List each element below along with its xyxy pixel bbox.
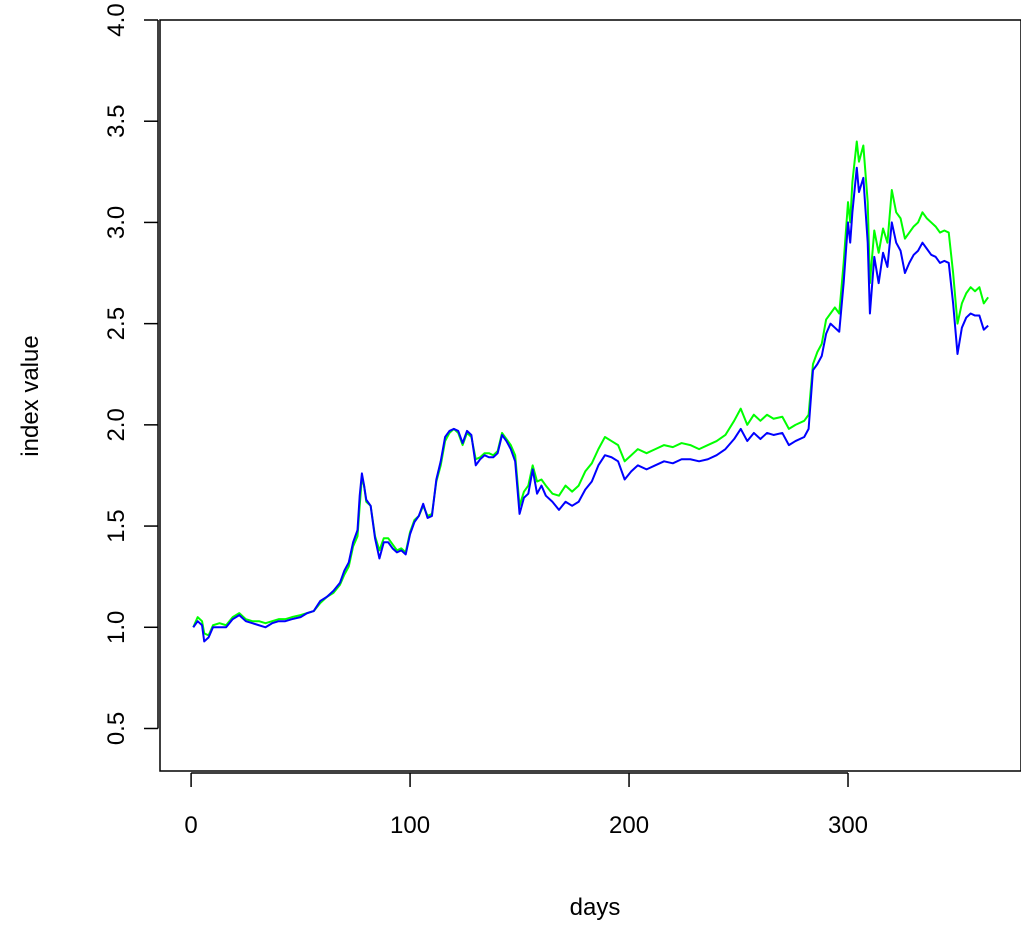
x-tick-label: 100 (390, 812, 430, 839)
y-tick-label: 2.5 (103, 307, 130, 340)
x-tick-label: 0 (184, 812, 197, 839)
series-layer (192, 140, 989, 643)
y-tick-label: 3.5 (103, 105, 130, 138)
y-tick-label: 4.0 (103, 3, 130, 36)
y-axis: 0.5 1.0 1.5 2.0 2.5 3.0 3.5 4.0 (103, 3, 159, 745)
y-tick-label: 2.0 (103, 408, 130, 441)
y-axis-title: index value (17, 335, 44, 456)
y-tick-label: 1.0 (103, 611, 130, 644)
y-tick-label: 0.5 (103, 712, 130, 745)
x-axis: 0 100 200 300 (184, 772, 868, 839)
x-axis-title: days (570, 894, 621, 921)
series-line-2 (192, 166, 989, 643)
y-tick-label: 1.5 (103, 509, 130, 542)
x-tick-label: 300 (828, 812, 868, 839)
x-tick-label: 200 (609, 812, 649, 839)
series-line-1 (192, 140, 989, 637)
y-tick-label: 3.0 (103, 206, 130, 239)
plot-frame (159, 19, 1021, 772)
